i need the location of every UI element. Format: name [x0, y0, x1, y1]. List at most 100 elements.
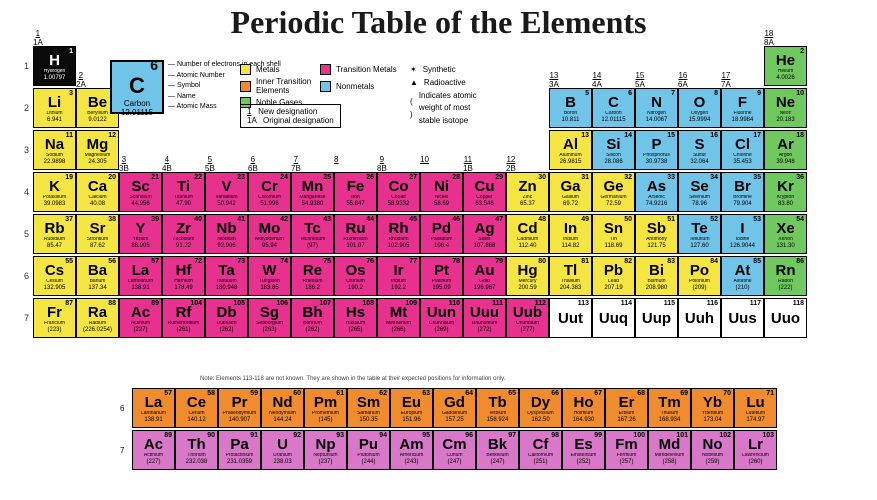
element-symbol: Co [389, 179, 409, 194]
atomic-mass: 32.064 [690, 159, 708, 165]
element-cell: 91 Pa Protactinium 231.0359 [218, 430, 261, 470]
element-name: Fermium [617, 453, 637, 458]
element-cell: 41 Nb Niobium 92.906 [205, 214, 248, 254]
atomic-number: 100 [633, 432, 645, 439]
element-name: Seaborgium [256, 321, 283, 326]
element-cell: 48 Cd Cadmium 112.40 [506, 214, 549, 254]
atomic-mass: 91.22 [176, 243, 191, 249]
element-name: Silver [478, 237, 491, 242]
atomic-mass: 121.75 [647, 243, 665, 249]
atomic-number: 76 [366, 258, 374, 265]
atomic-mass: 138.91 [144, 417, 162, 423]
element-name: Strontium [87, 237, 108, 242]
atomic-mass: 101.07 [346, 243, 364, 249]
atomic-number: 34 [710, 174, 718, 181]
desig-new: 1 [247, 107, 251, 116]
element-symbol: Uus [728, 311, 756, 326]
element-symbol: Nd [273, 395, 293, 410]
atomic-mass: (247) [447, 459, 461, 465]
atomic-number: 105 [233, 300, 245, 307]
atomic-number: 85 [753, 258, 761, 265]
element-cell: 25 Mn Manganese 54.9380 [291, 172, 334, 212]
element-name: Zirconium [173, 237, 195, 242]
element-cell: 106 Sg Seaborgium (263) [248, 298, 291, 338]
element-name: Promethium [312, 411, 339, 416]
element-name: Indium [563, 237, 578, 242]
element-cell: 77 Ir Iridium 192.2 [377, 256, 420, 296]
element-cell: 60 Nd Neodymium 144.24 [261, 388, 304, 428]
element-name: Astatine [733, 279, 751, 284]
atomic-mass: (247) [490, 459, 504, 465]
atomic-number: 57 [151, 258, 159, 265]
element-cell: 58 Ce Cerium 140.12 [175, 388, 218, 428]
element-cell: 27 Co Cobalt 58.9332 [377, 172, 420, 212]
atomic-number: 56 [108, 258, 116, 265]
element-name: Calcium [88, 195, 106, 200]
atomic-number: 19 [65, 174, 73, 181]
element-name: Fluorine [733, 111, 751, 116]
atomic-number: 95 [422, 432, 430, 439]
element-symbol: Pa [230, 437, 248, 452]
atomic-mass: 207.19 [604, 285, 622, 291]
element-symbol: Fr [47, 305, 62, 320]
element-name: Francium [44, 321, 65, 326]
element-symbol: Pt [434, 263, 449, 278]
element-name: Actinium [144, 453, 163, 458]
atomic-number: 69 [680, 390, 688, 397]
atomic-mass: 190.2 [348, 285, 363, 291]
atomic-number: 66 [551, 390, 559, 397]
atomic-mass: (269) [434, 327, 448, 333]
element-cell: 42 Mo Molybdenum 95.94 [248, 214, 291, 254]
element-symbol: Yb [703, 395, 722, 410]
element-symbol: C [608, 95, 619, 110]
element-name: Nobelium [702, 453, 723, 458]
atomic-mass: (277) [520, 327, 534, 333]
element-cell: 43 Tc Technetium (97) [291, 214, 334, 254]
element-cell: 93 Np Neptunium (237) [304, 430, 347, 470]
element-name: Bismuth [647, 279, 665, 284]
element-name: Nitrogen [647, 111, 666, 116]
atomic-mass: (251) [533, 459, 547, 465]
atomic-number: 27 [409, 174, 417, 181]
element-cell: 99 Es Einsteinium (252) [562, 430, 605, 470]
atomic-number: 115 [664, 300, 675, 307]
key-mass: 12.01115 [121, 108, 153, 117]
atomic-number: 118 [793, 300, 804, 307]
element-name: Tungsten [259, 279, 280, 284]
element-cell: 64 Gd Gadolinium 157.25 [433, 388, 476, 428]
element-cell: 24 Cr Chromium 51.996 [248, 172, 291, 212]
element-name: Lanthanum [141, 411, 166, 416]
atomic-number: 43 [323, 216, 331, 223]
element-name: Polonium [689, 279, 710, 284]
element-cell: 112 Uub Ununbium (277) [506, 298, 549, 338]
element-name: Radon [778, 279, 793, 284]
atomic-mass: (272) [477, 327, 491, 333]
atomic-mass: 150.35 [359, 417, 377, 423]
atomic-mass: 238.03 [273, 459, 291, 465]
element-cell: 8 O Oxygen 15.9994 [678, 88, 721, 128]
element-name: Unununium [472, 321, 498, 326]
atomic-mass: 162.50 [531, 417, 549, 423]
atomic-number: 11 [66, 132, 73, 139]
element-name: Erbium [619, 411, 635, 416]
element-symbol: Y [135, 221, 145, 236]
element-name: Barium [90, 279, 106, 284]
atomic-number: 14 [624, 132, 632, 139]
element-name: Rutherfordium [168, 321, 200, 326]
element-cell: 90 Th Thorium 232.038 [175, 430, 218, 470]
element-name: Silicon [606, 153, 621, 158]
atomic-mass: (258) [662, 459, 676, 465]
atomic-number: 77 [409, 258, 417, 265]
element-cell: 7 N Nitrogen 14.0067 [635, 88, 678, 128]
period-number: 6 [20, 256, 33, 296]
element-name: Antimony [646, 237, 667, 242]
element-symbol: Xe [776, 221, 794, 236]
element-symbol: Ag [475, 221, 495, 236]
element-name: Magnesium [85, 153, 111, 158]
legend-symbol-row: ✶Synthetic [410, 64, 480, 77]
element-symbol: Es [574, 437, 592, 452]
element-name: Iodine [736, 237, 750, 242]
atomic-number: 93 [336, 432, 344, 439]
element-symbol: Eu [402, 395, 421, 410]
element-cell: 85 At Astatine (210) [721, 256, 764, 296]
